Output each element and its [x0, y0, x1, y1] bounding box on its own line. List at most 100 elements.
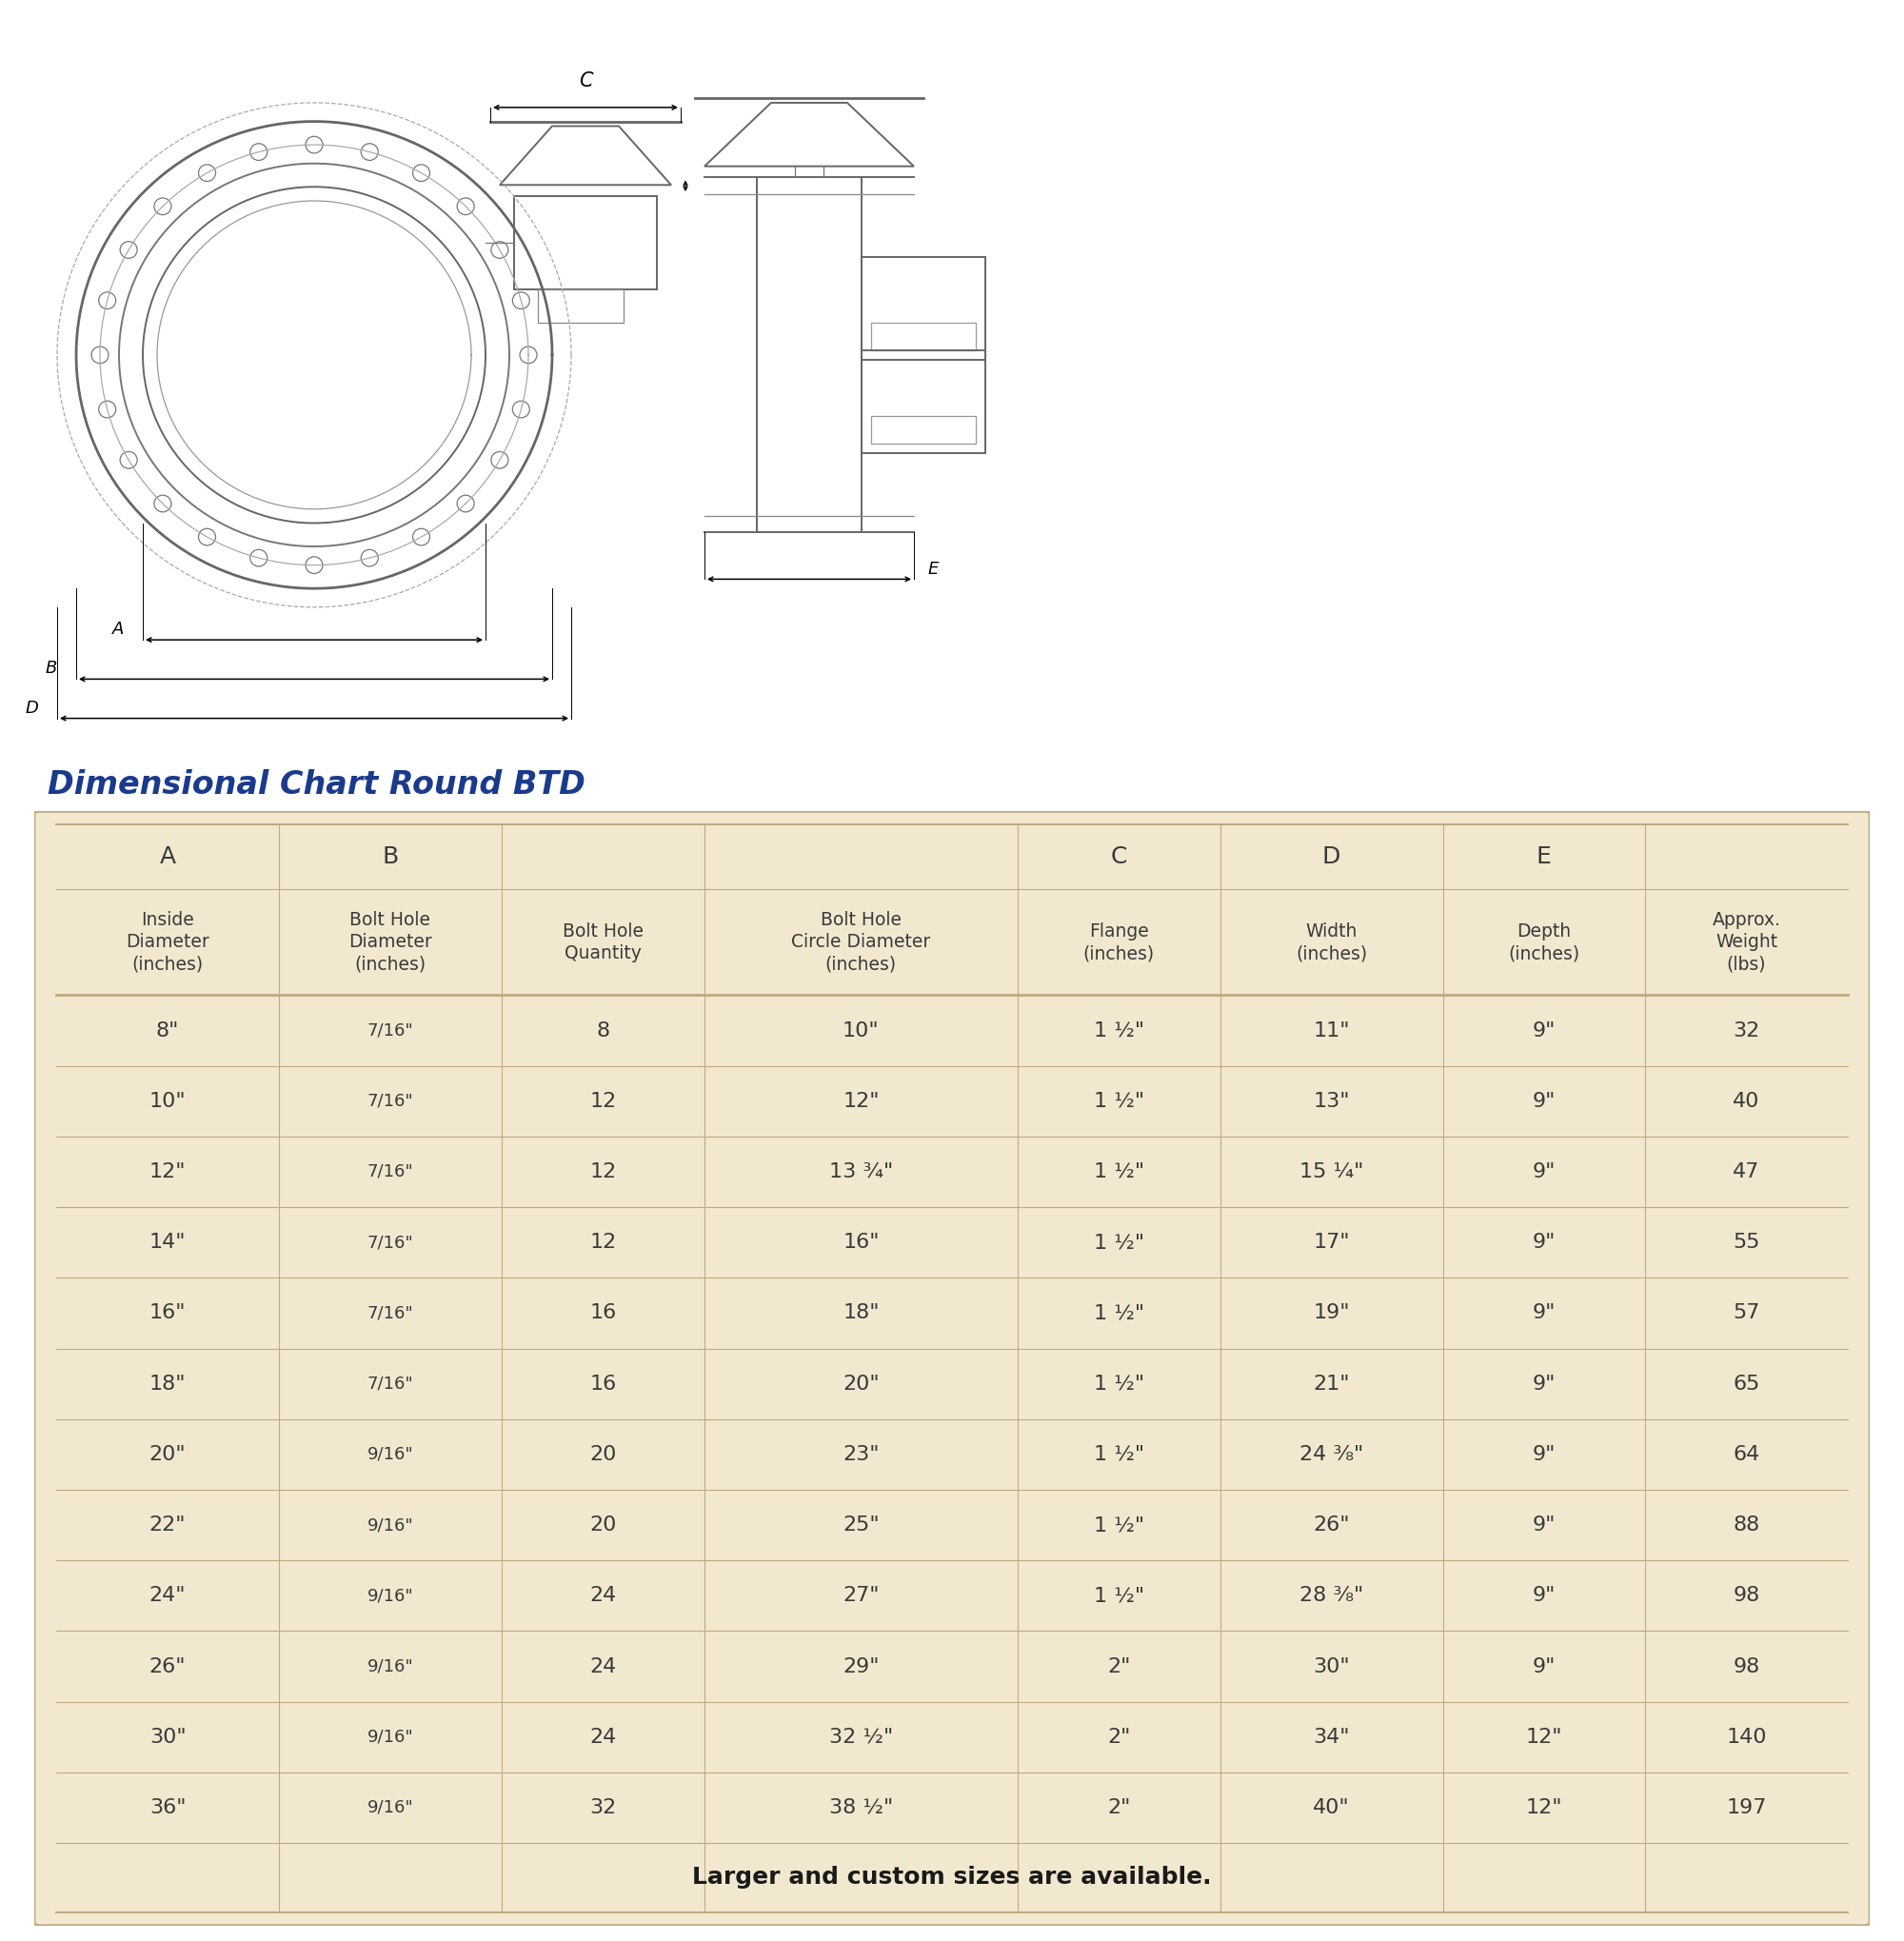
Text: 19": 19": [1314, 1304, 1350, 1322]
Text: 98: 98: [1733, 1658, 1759, 1675]
Text: 20": 20": [149, 1444, 187, 1464]
Bar: [872, 415, 975, 444]
Text: Bolt Hole
Diameter
(inches): Bolt Hole Diameter (inches): [348, 910, 432, 974]
Text: 1 ½": 1 ½": [1093, 1516, 1144, 1535]
Text: 197: 197: [1727, 1797, 1767, 1817]
Text: 20": 20": [843, 1374, 880, 1394]
Text: 9": 9": [1533, 1516, 1556, 1535]
Text: 65: 65: [1733, 1374, 1759, 1394]
Text: 9/16": 9/16": [367, 1446, 413, 1464]
Text: 16: 16: [590, 1374, 617, 1394]
Text: 12": 12": [1525, 1797, 1563, 1817]
Text: 88: 88: [1733, 1516, 1759, 1535]
Text: 24: 24: [590, 1658, 617, 1675]
Text: 24: 24: [590, 1727, 617, 1747]
Text: 18": 18": [843, 1304, 880, 1322]
Text: Larger and custom sizes are available.: Larger and custom sizes are available.: [693, 1865, 1211, 1889]
Text: 9/16": 9/16": [367, 1729, 413, 1745]
Text: 9/16": 9/16": [367, 1516, 413, 1533]
Text: 9": 9": [1533, 1444, 1556, 1464]
Text: 2": 2": [1108, 1797, 1131, 1817]
Text: 9/16": 9/16": [367, 1799, 413, 1817]
Text: B: B: [383, 846, 398, 868]
Text: Depth
(inches): Depth (inches): [1508, 922, 1580, 963]
Text: 7/16": 7/16": [367, 1376, 413, 1392]
Text: 26": 26": [149, 1658, 187, 1675]
Text: Flange
(inches): Flange (inches): [1083, 922, 1154, 963]
Bar: [863, 256, 986, 359]
Text: 16: 16: [590, 1304, 617, 1322]
Bar: [872, 322, 975, 349]
Text: 36": 36": [149, 1797, 187, 1817]
Text: 24: 24: [590, 1586, 617, 1605]
Text: 55: 55: [1733, 1233, 1759, 1252]
Text: A: A: [160, 846, 175, 868]
FancyBboxPatch shape: [34, 811, 1870, 1925]
Text: C: C: [1110, 846, 1127, 868]
Text: C: C: [579, 72, 592, 91]
Text: 9": 9": [1533, 1091, 1556, 1110]
Text: 21": 21": [1314, 1374, 1350, 1394]
Text: 9": 9": [1533, 1021, 1556, 1040]
Text: 10": 10": [149, 1091, 187, 1110]
Text: 1 ½": 1 ½": [1093, 1304, 1144, 1322]
Text: 9": 9": [1533, 1658, 1556, 1675]
Text: 8: 8: [596, 1021, 609, 1040]
Text: 20: 20: [590, 1516, 617, 1535]
Text: 47: 47: [1733, 1163, 1759, 1182]
Bar: [863, 349, 986, 452]
Text: 17": 17": [1314, 1233, 1350, 1252]
Text: 15 ¼": 15 ¼": [1299, 1163, 1363, 1182]
Text: 32: 32: [1733, 1021, 1759, 1040]
Text: 16": 16": [149, 1304, 187, 1322]
Text: 25": 25": [843, 1516, 880, 1535]
Text: 1 ½": 1 ½": [1093, 1374, 1144, 1394]
Text: 32 ½": 32 ½": [828, 1727, 893, 1747]
Text: 7/16": 7/16": [367, 1021, 413, 1038]
Text: Width
(inches): Width (inches): [1297, 922, 1367, 963]
Text: B: B: [46, 660, 57, 677]
Text: 40": 40": [1314, 1797, 1350, 1817]
Text: 24 ⅜": 24 ⅜": [1300, 1444, 1363, 1464]
Text: 38 ½": 38 ½": [828, 1797, 893, 1817]
Text: 27": 27": [843, 1586, 880, 1605]
Text: 98: 98: [1733, 1586, 1759, 1605]
Text: 7/16": 7/16": [367, 1234, 413, 1252]
Text: 10": 10": [843, 1021, 880, 1040]
Text: 12": 12": [149, 1163, 187, 1182]
Text: 30": 30": [1314, 1658, 1350, 1675]
Text: Inside
Diameter
(inches): Inside Diameter (inches): [126, 910, 209, 974]
Text: 12: 12: [590, 1163, 617, 1182]
Text: 23": 23": [843, 1444, 880, 1464]
Text: Bolt Hole
Quantity: Bolt Hole Quantity: [562, 922, 644, 963]
Text: 14": 14": [149, 1233, 187, 1252]
Text: 9": 9": [1533, 1304, 1556, 1322]
Text: 2": 2": [1108, 1658, 1131, 1675]
Text: 16": 16": [843, 1233, 880, 1252]
Text: 1 ½": 1 ½": [1093, 1021, 1144, 1040]
Bar: [539, 289, 625, 322]
Text: 32: 32: [590, 1797, 617, 1817]
Text: E: E: [1537, 846, 1552, 868]
Text: 64: 64: [1733, 1444, 1759, 1464]
Text: 12": 12": [1525, 1727, 1563, 1747]
Text: Approx.
Weight
(lbs): Approx. Weight (lbs): [1712, 910, 1780, 974]
Text: 40: 40: [1733, 1091, 1759, 1110]
Text: A: A: [112, 621, 124, 639]
Text: 1 ½": 1 ½": [1093, 1586, 1144, 1605]
Text: 11": 11": [1314, 1021, 1350, 1040]
Text: 20: 20: [590, 1444, 617, 1464]
Text: 1 ½": 1 ½": [1093, 1091, 1144, 1110]
Text: 29": 29": [843, 1658, 880, 1675]
Text: 9": 9": [1533, 1586, 1556, 1605]
Text: 1 ½": 1 ½": [1093, 1233, 1144, 1252]
Text: 18": 18": [149, 1374, 187, 1394]
Text: 9": 9": [1533, 1374, 1556, 1394]
Text: 30": 30": [149, 1727, 187, 1747]
Text: 12: 12: [590, 1091, 617, 1110]
Text: 28 ⅜": 28 ⅜": [1300, 1586, 1363, 1605]
Text: E: E: [929, 561, 939, 578]
Text: D: D: [25, 699, 38, 716]
Text: 9": 9": [1533, 1233, 1556, 1252]
Bar: [514, 196, 657, 289]
